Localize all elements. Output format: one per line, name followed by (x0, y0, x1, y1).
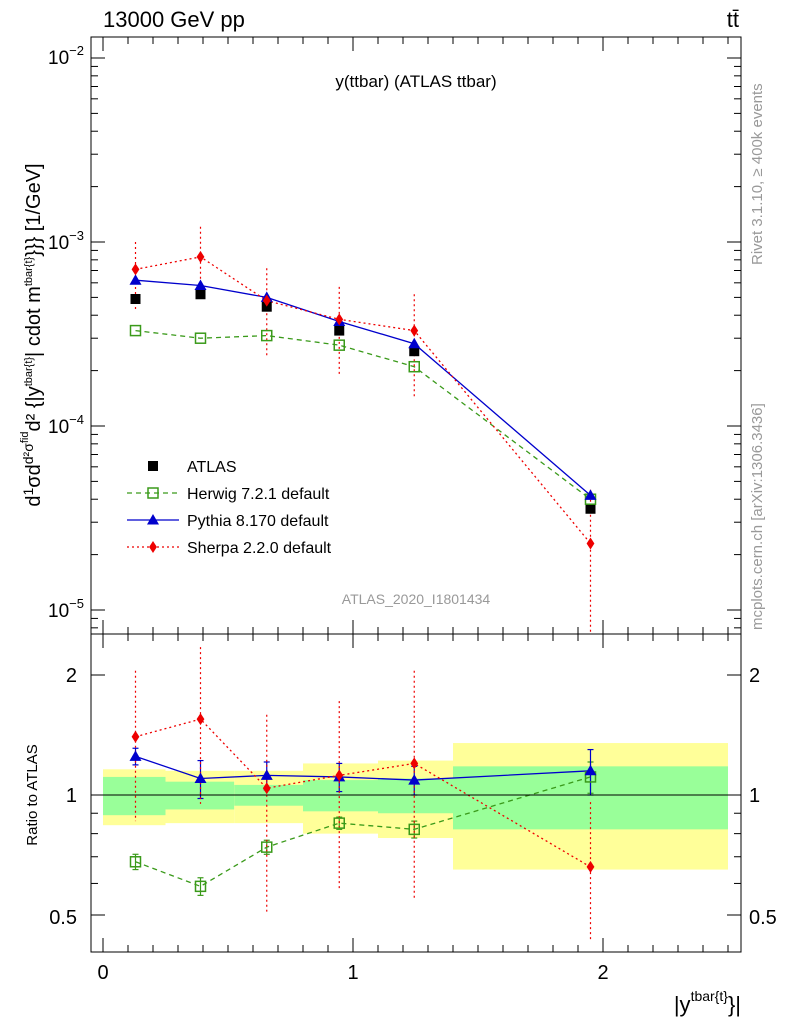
pythia-ratio-marker (194, 772, 207, 783)
x-axis-label: |ytbar{t}}| (674, 988, 741, 1017)
herwig-ratio-marker (194, 880, 207, 893)
ratio-panel-frame (90, 633, 742, 953)
y-tick-label-1e-3: 10−3 (48, 228, 84, 254)
atlas-marker (195, 289, 206, 300)
legend-pythia-label: Pythia 8.170 default (187, 513, 329, 530)
mcplots-label: mcplots.cern.ch [arXiv:1306.3436] (749, 403, 766, 630)
pythia-ratio-marker (260, 769, 273, 780)
rivet-label: Rivet 3.1.10, ≥ 400k events (749, 83, 766, 265)
herwig-marker (261, 329, 273, 342)
atlas-marker (585, 503, 596, 514)
herwig-line (135, 329, 591, 500)
energy-label: 13000 GeV pp (103, 7, 245, 32)
herwig-ratio-marker (333, 817, 345, 829)
sherpa-marker (335, 313, 344, 326)
x-tick-labels: 0 1 2 (97, 962, 608, 984)
herwig-ratio-marker (129, 856, 142, 868)
herwig-marker (408, 360, 420, 373)
sherpa-ratio-marker (335, 769, 344, 782)
y-axis-label: d1σdd²σfidd² {|ytbar{t}| cdot mtbar{t}}}… (19, 163, 45, 506)
pythia-marker (194, 279, 207, 291)
legend: ATLAS Herwig 7.2.1 default Pythia 8.170 de… (127, 459, 332, 557)
ratio-axis-label: Ratio to ATLAS (24, 744, 41, 845)
sherpa-ratio-marker (586, 860, 595, 873)
sherpa-ratio-marker (410, 757, 419, 770)
pythia-ratio-marker (584, 764, 597, 776)
analysis-label: ATLAS_2020_I1801434 (342, 591, 491, 607)
herwig-ratio-line (135, 776, 591, 888)
herwig-ratio-marker (261, 841, 273, 853)
atlas-marker (130, 294, 141, 305)
ratio-tick-labels: 2 1 0.5 2 1 0.5 (49, 665, 777, 929)
ratio-tick-label-05-right: 0.5 (749, 907, 777, 929)
sherpa-marker (196, 250, 205, 263)
sherpa-marker (131, 263, 140, 276)
sherpa-ratio-marker (262, 782, 271, 795)
stat-uncertainty-band (303, 780, 378, 812)
sherpa-marker (586, 537, 595, 550)
y-tick-labels: 10−2 10−3 10−4 10−5 (48, 43, 84, 622)
x-tick-label-0: 0 (97, 962, 108, 984)
pythia-marker (584, 489, 597, 500)
legend-pythia-marker (147, 514, 159, 525)
pythia-marker (129, 274, 142, 285)
atlas-marker (334, 325, 345, 336)
series-lines (135, 256, 592, 888)
sherpa-ratio-marker (131, 730, 140, 743)
ratio-tick-label-05-left: 0.5 (49, 907, 77, 929)
stat-uncertainty-band (103, 776, 166, 816)
legend-atlas-marker (148, 461, 158, 471)
chart-title: y(ttbar) (ATLAS ttbar) (335, 72, 496, 91)
sherpa-ratio-line (135, 718, 591, 868)
legend-sherpa-label: Sherpa 2.2.0 default (187, 540, 332, 557)
y-tick-label-1e-5: 10−5 (48, 596, 84, 622)
legend-herwig-label: Herwig 7.2.1 default (187, 486, 330, 503)
ratio-tick-label-1-left: 1 (66, 785, 77, 807)
ratio-tick-label-2-left: 2 (66, 665, 77, 687)
herwig-marker (129, 324, 142, 337)
pythia-ratio-marker (408, 774, 421, 785)
ratio-tick-label-1-right: 1 (749, 785, 760, 807)
x-tick-label-2: 2 (597, 962, 608, 984)
herwig-marker (194, 332, 207, 344)
atlas-marker (261, 301, 272, 312)
legend-sherpa-marker (149, 541, 157, 553)
series-markers (129, 250, 597, 893)
legend-atlas-label: ATLAS (187, 459, 237, 476)
y-tick-label-1e-2: 10−2 (48, 43, 84, 69)
stat-uncertainty-band (165, 781, 235, 810)
pythia-ratio-marker (129, 750, 142, 761)
pythia-line (135, 279, 591, 496)
pythia-marker (408, 337, 421, 349)
axis-ticks (91, 37, 741, 952)
pythia-ratio-line (135, 755, 591, 781)
sherpa-line (135, 256, 592, 544)
sherpa-ratio-marker (196, 713, 205, 726)
sherpa-marker (410, 324, 419, 337)
ratio-tick-label-2-right: 2 (749, 665, 760, 687)
x-tick-label-1: 1 (347, 962, 358, 984)
atlas-marker (409, 346, 420, 357)
sherpa-marker (262, 294, 271, 307)
legend-herwig-marker (147, 487, 159, 499)
process-label: tt̄ (727, 7, 739, 32)
y-tick-label-1e-4: 10−4 (48, 412, 84, 438)
herwig-marker (333, 339, 345, 351)
herwig-ratio-marker (408, 823, 420, 836)
